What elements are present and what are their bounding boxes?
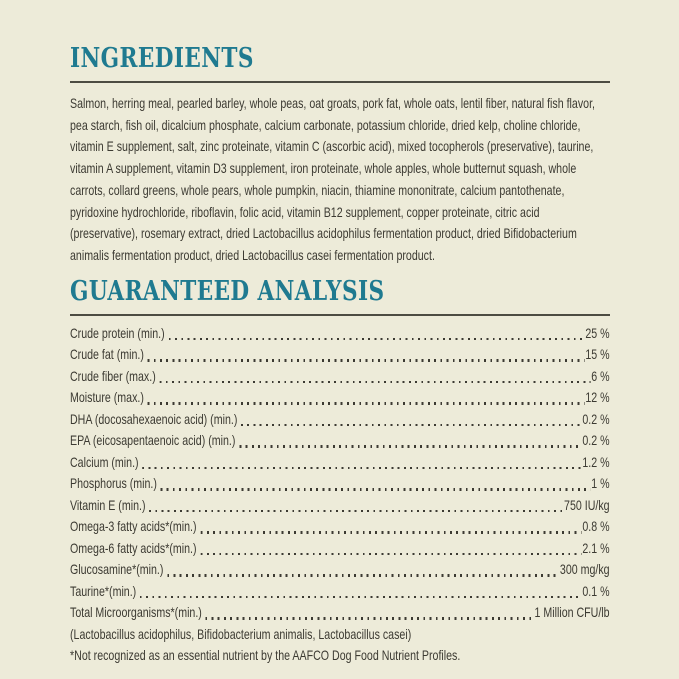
analysis-row-value: 0.1 % [582,582,610,599]
leader-dots [140,595,582,599]
analysis-row: Taurine*(min.) 0.1 % [70,581,610,603]
analysis-row: Total Microorganisms*(min.) 1 Million CFU… [70,602,610,624]
leader-dots [149,509,564,513]
analysis-row-label: Crude fat (min.) [70,346,144,363]
analysis-row-label: Omega-6 fatty acids*(min.) [70,539,197,556]
ingredients-text: Salmon, herring meal, pearled barley, wh… [70,95,595,263]
leader-dots [147,359,585,362]
analysis-row: EPA (eicosapentaenoic acid) (min.) 0.2 % [70,430,610,452]
guaranteed-analysis-divider [70,313,610,316]
analysis-row: Crude protein (min.) 25 % [70,323,610,345]
analysis-row-value: 1 % [591,475,610,492]
analysis-row: Omega-3 fatty acids*(min.) 0.8 % [70,516,610,538]
ingredients-heading: INGREDIENTS [70,43,254,74]
analysis-row: Moisture (max.) 12 % [70,387,610,409]
leader-dots [147,402,585,405]
analysis-row-value: 0.2 % [582,410,610,427]
leader-dots [200,552,582,556]
leader-dots [241,423,582,427]
analysis-row-value: 25 % [585,324,610,341]
analysis-row-label: Vitamin E (min.) [70,496,146,513]
analysis-row-value: 1.2 % [582,453,610,470]
analysis-row-label: Phosphorus (min.) [70,475,157,492]
analysis-row-label: Taurine*(min.) [70,582,137,599]
analysis-row: Calcium (min.) 1.2 % [70,452,610,474]
analysis-row-value: 0.8 % [582,518,610,535]
analysis-row-label: Total Microorganisms*(min.) [70,604,202,621]
analysis-row-label: Moisture (max.) [70,389,144,406]
leader-dots [167,574,560,577]
analysis-row-label: Crude fiber (max.) [70,367,156,384]
ingredients-divider [70,81,610,83]
leader-dots [205,617,534,620]
analysis-row: Glucosamine*(min.) 300 mg/kg [70,559,610,581]
analysis-row-label: Omega-3 fatty acids*(min.) [70,518,197,535]
leader-dots [159,380,591,384]
analysis-row-label: Crude protein (min.) [70,324,165,341]
leader-dots [168,337,585,341]
leader-dots [160,488,591,491]
analysis-row-label: Glucosamine*(min.) [70,561,164,578]
analysis-row-value: 6 % [591,367,610,384]
leader-dots [239,445,582,448]
guaranteed-analysis-heading: GUARANTEED ANALYSIS [70,275,385,307]
analysis-row-value: 0.2 % [582,432,610,449]
analysis-row-label: EPA (eicosapentaenoic acid) (min.) [70,432,236,449]
microorganisms-detail: (Lactobacillus acidophilus, Bifidobacter… [70,625,412,642]
analysis-row-value: 750 IU/kg [564,496,610,513]
leader-dots [200,531,582,534]
analysis-row-label: Calcium (min.) [70,453,139,470]
ingredients-section: INGREDIENTS Salmon, herring meal, pearle… [70,44,610,267]
aafco-footnote: *Not recognized as an essential nutrient… [70,647,461,664]
analysis-table: Crude protein (min.) 25 % Crude fat (min.)… [70,323,610,624]
analysis-notes: (Lactobacillus acidophilus, Bifidobacter… [70,624,610,667]
guaranteed-analysis-section: GUARANTEED ANALYSIS Crude protein (min.)… [70,275,610,667]
analysis-row: DHA (docosahexaenoic acid) (min.) 0.2 % [70,409,610,431]
analysis-row-value: 300 mg/kg [559,561,610,578]
analysis-row: Phosphorus (min.) 1 % [70,473,610,495]
analysis-row-value: 2.1 % [582,539,610,556]
analysis-row: Vitamin E (min.) 750 IU/kg [70,495,610,517]
analysis-row-value: 12 % [585,389,610,406]
leader-dots [142,466,582,470]
analysis-row-value: 1 Million CFU/lb [534,604,610,621]
analysis-row: Crude fat (min.) 15 % [70,344,610,366]
analysis-row-value: 15 % [585,346,610,363]
analysis-row: Omega-6 fatty acids*(min.) 2.1 % [70,538,610,560]
label-content: INGREDIENTS Salmon, herring meal, pearle… [70,44,610,667]
analysis-row: Crude fiber (max.) 6 % [70,366,610,388]
analysis-row-label: DHA (docosahexaenoic acid) (min.) [70,410,238,427]
